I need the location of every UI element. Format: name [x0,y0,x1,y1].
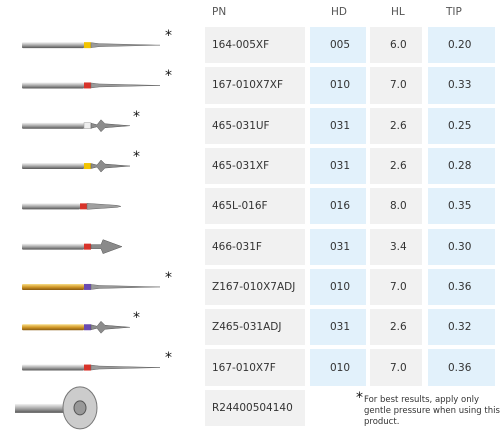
tool-shape [90,119,131,133]
table-cell: 005 [310,27,366,64]
asterisk: * [165,350,172,367]
table-cell: 0.33 [428,67,495,104]
table-cell: 0.35 [428,188,495,225]
table-cell: 6.0 [370,27,422,64]
tool-shape [22,82,84,89]
tool-shape [90,82,161,89]
tool-shape [22,203,80,210]
tool-shape [90,284,161,290]
tool-shape [22,283,84,290]
table-cell: 0.32 [428,309,495,346]
tool-shape [15,403,73,413]
table-cell: 010 [310,67,366,104]
tool-shape [22,163,84,170]
table-cell: 2.6 [370,107,422,144]
asterisk: * [133,310,140,327]
column-header: HD [331,6,347,18]
table-cell: 164-005XF [205,27,305,64]
table-cell: 167-010X7F [205,349,305,386]
tool-shape [84,324,91,331]
tool-shape [90,159,131,173]
table-cell: 7.0 [370,67,422,104]
asterisk: * [133,148,140,165]
tool-shape [22,364,84,371]
tool-shape [90,239,123,254]
tool-images [15,42,161,430]
column-header: TIP [446,6,462,18]
tool-shape [83,122,92,129]
table-cell: 031 [310,309,366,346]
tool-shape [84,283,91,290]
tool-shape [84,42,91,49]
table-cell: 0.25 [428,107,495,144]
footnote: For best results, apply only gentle pres… [364,394,500,427]
column-header: HL [391,6,405,18]
table-cell: 010 [310,349,366,386]
table-cell: R24400504140 [205,389,305,426]
table-cell: Z167-010X7ADJ [205,268,305,306]
table-cell: 0.30 [428,228,495,265]
asterisk: * [356,389,363,406]
table-cell: 7.0 [370,349,422,386]
table-cell: 010 [310,268,366,306]
table-cell: 167-010X7XF [205,67,305,104]
tool-shape [22,122,84,129]
table-cell: 465-031XF [205,147,305,185]
table-cell: 7.0 [370,268,422,306]
tool-shape [84,364,91,371]
table-cell: 0.20 [428,27,495,64]
tool-shape [90,42,161,48]
tool-shape [73,400,87,416]
tool-shape [84,82,91,89]
tool-shape [90,320,131,334]
column-header: PN [212,6,227,18]
tool-shape [86,203,122,210]
table-cell: 466-031F [205,228,305,265]
table-cell: 031 [310,147,366,185]
table-cell: 465-031UF [205,107,305,144]
asterisk: * [165,68,172,85]
asterisk: * [133,108,140,125]
table-cell: 031 [310,228,366,265]
table-cell: 0.28 [428,147,495,185]
asterisk: * [165,269,172,286]
tool-shape [84,243,91,250]
table-cell: 3.4 [370,228,422,265]
table-cell: 465L-016F [205,188,305,225]
table-cell: Z465-031ADJ [205,309,305,346]
tool-shape [90,364,161,371]
tool-shape [84,163,91,170]
tool-shape [22,243,84,250]
table-cell: 016 [310,188,366,225]
table-cell: 0.36 [428,268,495,306]
asterisk: * [165,28,172,44]
table-cell: 0.36 [428,349,495,386]
tool-shape [80,203,87,210]
tool-shape [22,324,84,331]
tool-shape [22,42,84,49]
table-cell: 031 [310,107,366,144]
table-cell: 8.0 [370,188,422,225]
table-cell: 2.6 [370,147,422,185]
table-cell: 2.6 [370,309,422,346]
